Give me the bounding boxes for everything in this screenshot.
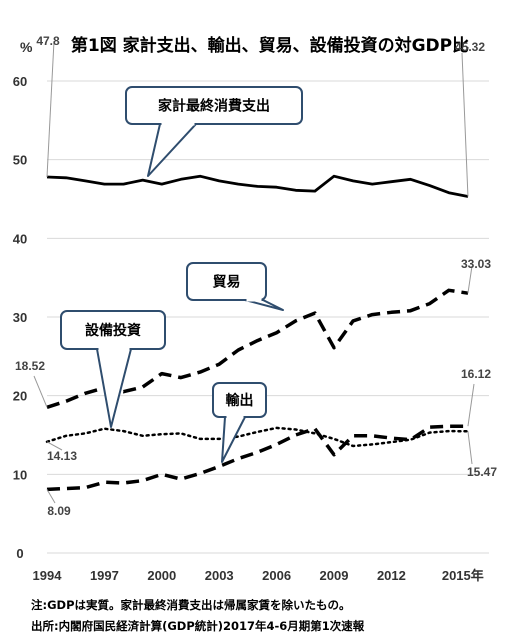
x-tick-label-2000: 2000: [147, 568, 176, 583]
data-label-end-2: 16.12: [461, 367, 491, 381]
series-line-2: [46, 424, 469, 492]
data-label-start-0: 47.8: [36, 34, 60, 48]
callout-text-3: 設備投資: [85, 322, 141, 339]
footnote-note: 注:GDPは実質。家計最終消費支出は帰属家賃を除いたもの。: [31, 598, 351, 612]
data-label-start-2: 8.09: [47, 504, 71, 518]
y-tick-label-20: 20: [13, 389, 27, 404]
callout-tail-3: [96, 348, 132, 428]
callout-1: 貿易: [186, 262, 284, 311]
callout-2: 輸出: [212, 382, 267, 463]
callout-text-0: 家計最終消費支出: [158, 98, 270, 115]
callout-box-0: [125, 86, 303, 125]
y-tick-label-40: 40: [13, 231, 27, 246]
data-label-end-1: 33.03: [461, 257, 491, 271]
y-tick-label-0: 0: [16, 546, 23, 561]
leader-start-1: [33, 375, 48, 408]
leader-end-3: [467, 431, 473, 465]
x-tick-label-2009: 2009: [320, 568, 349, 583]
leader-end-2: [467, 383, 475, 427]
x-axis-ticks: 1994 1997 2000 2003 2006 2009 2012 2015年: [33, 568, 484, 583]
leader-start-3: [46, 441, 63, 451]
callout-text-2: 輸出: [226, 392, 254, 409]
callout-tail-0: [147, 123, 197, 177]
series-line-3: [45, 426, 470, 448]
leader-start-2: [46, 489, 56, 504]
series-lines: [45, 174, 470, 492]
data-labels: 47.8 45.32 18.52 33.03 8.09 16.12 14.13 15.47: [15, 34, 497, 518]
data-label-end-3: 15.47: [467, 465, 497, 479]
x-tick-label-2012: 2012: [377, 568, 406, 583]
leader-start-0: [46, 40, 55, 177]
y-tick-label-50: 50: [13, 153, 27, 168]
callout-3: 設備投資: [60, 310, 166, 428]
callout-tail-2: [221, 416, 246, 463]
y-axis-ticks: 0 10 20 30 40 50 60: [13, 74, 27, 561]
leader-end-1: [467, 265, 473, 294]
callout-text-1: 貿易: [213, 274, 241, 291]
callout-0: 家計最終消費支出: [125, 86, 303, 177]
y-unit-label: %: [20, 39, 33, 55]
y-tick-label-60: 60: [13, 74, 27, 89]
x-tick-label-1997: 1997: [90, 568, 119, 583]
data-label-leaders: [33, 40, 475, 504]
series-line-0: [46, 174, 469, 198]
y-tick-label-10: 10: [13, 467, 27, 482]
x-tick-label-2003: 2003: [205, 568, 234, 583]
x-tick-label-2015: 2015年: [442, 568, 484, 583]
data-label-start-3: 14.13: [47, 449, 77, 463]
callout-box-1: [186, 262, 267, 301]
chart-title: 第1図 家計支出、輸出、貿易、設備投資の対GDP比: [71, 35, 469, 56]
data-label-start-1: 18.52: [15, 359, 45, 373]
x-tick-label-2006: 2006: [262, 568, 291, 583]
y-tick-label-30: 30: [13, 310, 27, 325]
series-line-1: [46, 288, 469, 409]
x-tick-label-1994: 1994: [33, 568, 63, 583]
data-label-end-0: 45.32: [455, 40, 485, 54]
footnote-source: 出所:内閣府国民経済計算(GDP統計)2017年4-6月期第1次速報: [31, 619, 365, 633]
leader-end-0: [461, 52, 469, 197]
